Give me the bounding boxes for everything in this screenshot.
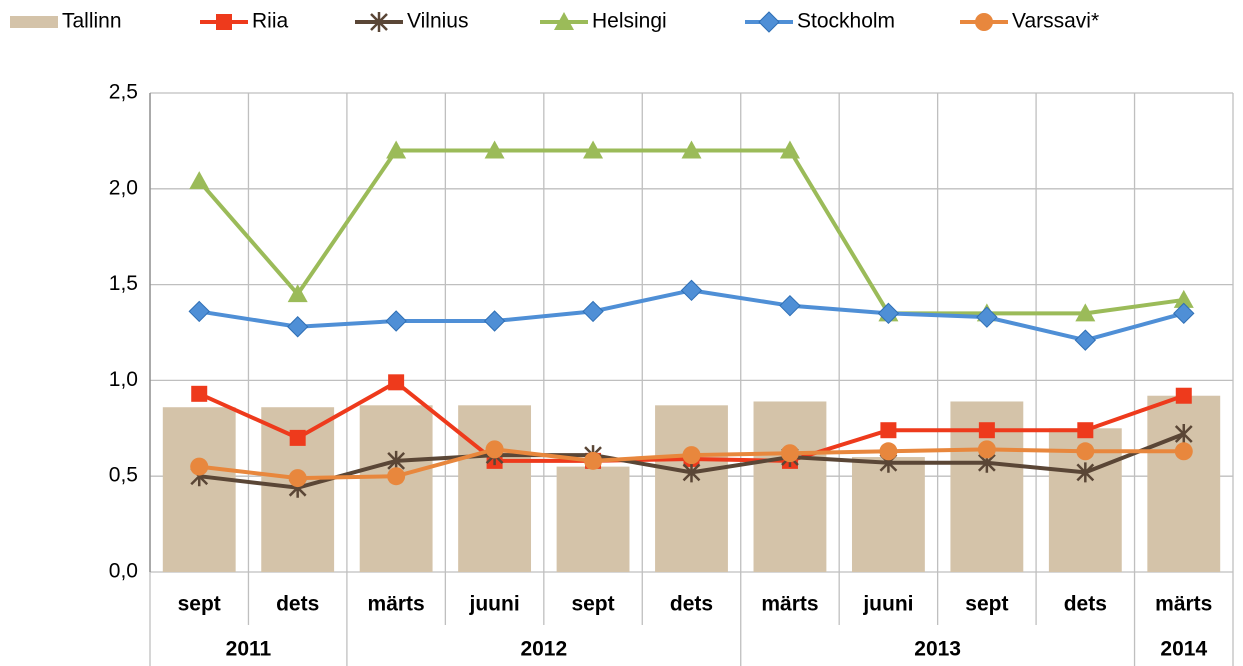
legend-marker [216,14,232,30]
point [289,429,306,446]
point [779,294,801,317]
bar [655,405,728,572]
point [1174,442,1193,461]
point [1077,422,1094,439]
point [1173,289,1194,308]
point [385,310,407,332]
bar [359,405,433,572]
point [485,440,504,459]
x-tick-label: märts [761,593,818,616]
point [1175,387,1192,404]
point [584,451,603,470]
x-tick-label: juuni [469,593,520,616]
x-tick-label: sept [965,593,1008,616]
x-tick-label: sept [178,593,221,616]
legend-marker [554,12,574,30]
point [1173,302,1195,325]
legend-label: Tallinn [62,10,122,33]
x-tick-label: juuni [862,593,913,616]
point [779,140,800,159]
x-tick-label: dets [1064,593,1107,616]
y-tick-label: 2,0 [109,176,138,199]
x-tick-label: märts [1155,593,1212,616]
bar [162,407,236,572]
bar [753,401,827,572]
point [582,300,604,323]
point [1074,329,1097,351]
point [483,310,506,332]
y-tick-label: 1,0 [109,368,138,391]
point [1076,462,1095,483]
point [977,440,996,459]
group-label: 2013 [914,638,961,661]
point [879,442,898,461]
x-tick-label: dets [276,593,319,616]
point [190,457,209,476]
legend-swatch [10,16,58,28]
point [976,306,998,328]
point [682,462,701,483]
point [386,140,407,159]
point [1075,303,1096,322]
y-tick-label: 0,5 [109,464,138,487]
point [880,422,897,439]
point [680,279,703,302]
legend-label: Helsingi [592,10,667,33]
legend-marker [370,12,388,32]
bar [556,466,630,572]
group-label: 2011 [226,638,272,661]
point [978,422,995,439]
legend-marker [758,11,780,33]
point [189,171,210,190]
bar [851,457,925,572]
point [288,469,307,488]
point [287,284,308,303]
x-tick-label: märts [368,593,425,616]
legend-marker [975,13,993,31]
point [681,140,702,159]
point [583,140,604,159]
group-label: 2012 [520,638,567,661]
y-tick-label: 1,5 [109,272,138,295]
point [1174,424,1193,445]
legend-label: Stockholm [797,10,895,33]
legend-label: Varssavi* [1012,10,1099,33]
y-tick-label: 2,5 [109,81,138,104]
point [286,316,309,338]
point [387,467,406,486]
point [780,444,799,463]
y-tick-label: 0,0 [109,560,138,583]
point [682,446,701,465]
point [877,302,900,325]
bar [1147,395,1221,572]
point [484,140,505,159]
point [388,374,405,391]
x-tick-label: sept [571,593,614,616]
bar [458,405,532,572]
x-tick-label: dets [670,593,713,616]
legend-label: Riia [252,10,288,33]
group-label: 2014 [1160,638,1207,661]
point [191,385,208,402]
legend-label: Vilnius [407,10,468,33]
point [188,300,210,323]
point [1076,442,1095,461]
